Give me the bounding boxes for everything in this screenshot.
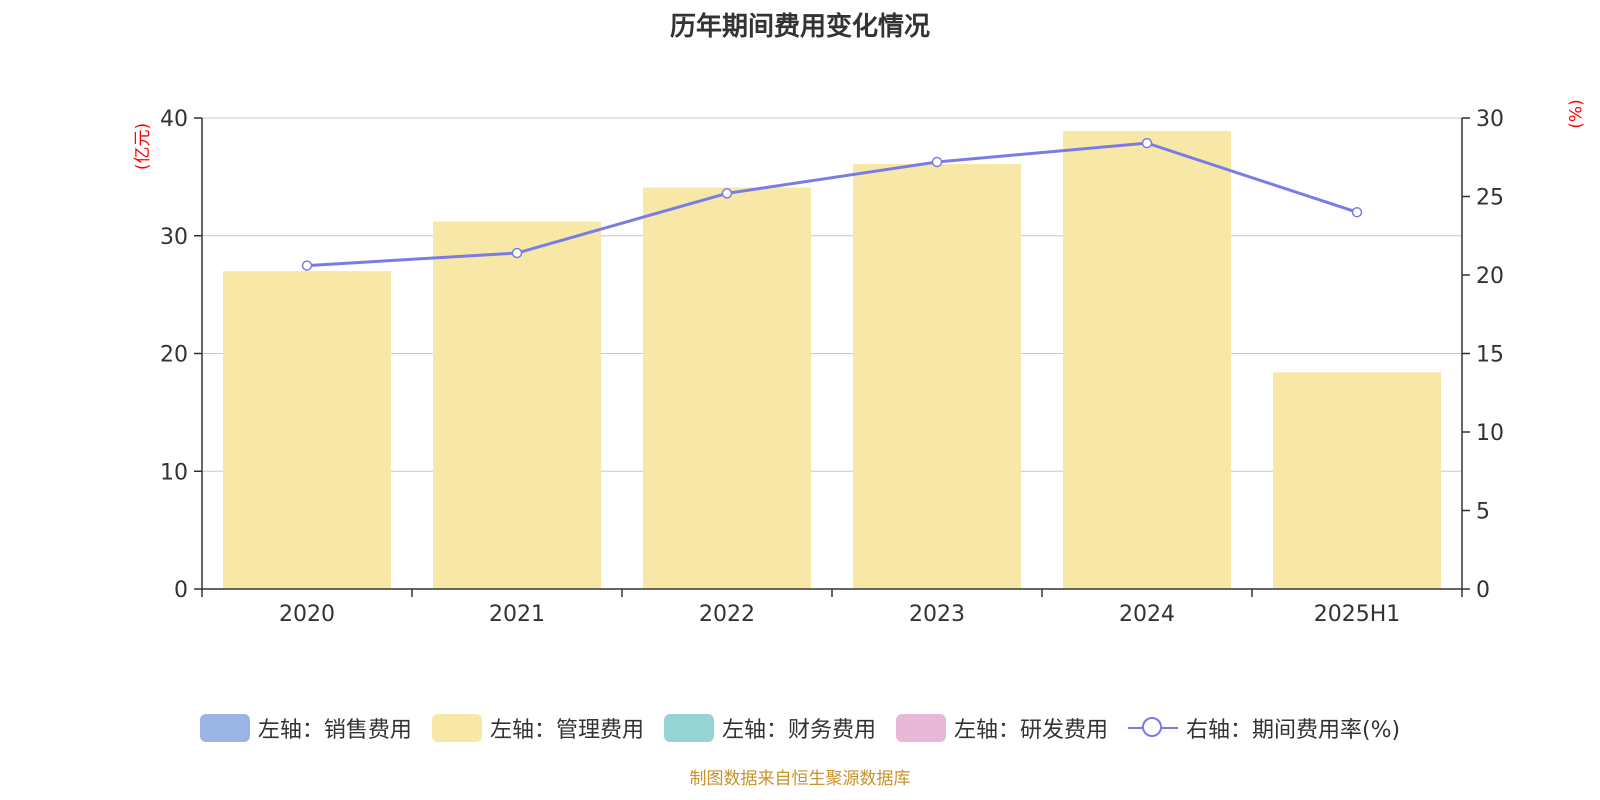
x-tick-label-2023: 2023 — [909, 602, 965, 627]
legend-swatch-rnd — [895, 714, 946, 742]
bar-2025H1[interactable] — [1273, 372, 1441, 589]
right-tick-label-6: 30 — [1476, 107, 1504, 132]
legend-label-finance: 左轴：财务费用 — [721, 718, 876, 743]
legend-label-rnd: 左轴：研发费用 — [953, 718, 1108, 743]
x-tick-label-2022: 2022 — [699, 602, 755, 627]
expense-ratio-point-2024[interactable] — [1141, 137, 1153, 149]
legend-swatch-finance — [663, 714, 714, 742]
bar-2024[interactable] — [1063, 130, 1231, 589]
data-source-note: 制图数据来自恒生聚源数据库 — [689, 769, 911, 789]
expense-ratio-line — [306, 141, 1358, 268]
x-tick-label-2021: 2021 — [489, 602, 545, 627]
legend-label-expense-ratio: 右轴：期间费用率(%) — [1185, 718, 1401, 743]
legend-label-admin: 左轴：管理费用 — [489, 718, 644, 743]
legend-swatch-expense-ratio — [1127, 714, 1178, 742]
legend-item-sales[interactable]: 左轴：销售费用 — [199, 712, 412, 744]
x-tick-label-2025H1: 2025H1 — [1314, 602, 1401, 627]
x-tick-label-2024: 2024 — [1119, 602, 1175, 627]
left-axis-unit: (亿元) — [133, 122, 154, 171]
right-tick-label-0: 0 — [1476, 578, 1490, 603]
left-tick-label-2: 20 — [160, 343, 188, 368]
bar-2022[interactable] — [643, 187, 811, 589]
right-tick-label-1: 5 — [1476, 500, 1490, 525]
legend-item-expense-ratio[interactable]: 右轴：期间费用率(%) — [1127, 712, 1401, 744]
right-axis-unit: (%) — [1566, 99, 1587, 129]
expense-ratio-point-2020[interactable] — [301, 260, 313, 271]
legend-item-finance[interactable]: 左轴：财务费用 — [663, 712, 876, 744]
legend-swatch-sales — [199, 714, 250, 742]
left-tick-label-3: 30 — [160, 225, 188, 250]
x-tick-label-2020: 2020 — [279, 602, 335, 627]
left-tick-label-1: 10 — [160, 460, 188, 485]
right-tick-label-5: 25 — [1476, 186, 1504, 211]
bar-2020[interactable] — [223, 271, 391, 589]
bar-2021[interactable] — [433, 221, 601, 589]
legend-swatch-admin — [431, 714, 482, 742]
legend: 左轴：销售费用 左轴：管理费用 左轴：财务费用 左轴：研发费用 右轴：期间费用率… — [0, 712, 1600, 744]
expense-ratio-point-2023[interactable] — [931, 156, 943, 168]
bar-2023[interactable] — [853, 163, 1021, 590]
legend-label-sales: 左轴：销售费用 — [257, 718, 412, 743]
legend-item-admin[interactable]: 左轴：管理费用 — [431, 712, 644, 744]
right-tick-label-4: 20 — [1476, 264, 1504, 289]
chart-title: 历年期间费用变化情况 — [669, 12, 930, 42]
right-tick-label-2: 10 — [1476, 421, 1504, 446]
expense-ratio-point-2021[interactable] — [511, 247, 523, 259]
left-tick-label-4: 40 — [160, 107, 188, 132]
right-tick-label-3: 15 — [1476, 343, 1504, 368]
left-tick-label-0: 0 — [174, 578, 188, 603]
legend-item-rnd[interactable]: 左轴：研发费用 — [895, 712, 1108, 744]
expense-ratio-point-2025H1[interactable] — [1351, 206, 1363, 218]
expense-ratio-point-2022[interactable] — [721, 188, 733, 199]
